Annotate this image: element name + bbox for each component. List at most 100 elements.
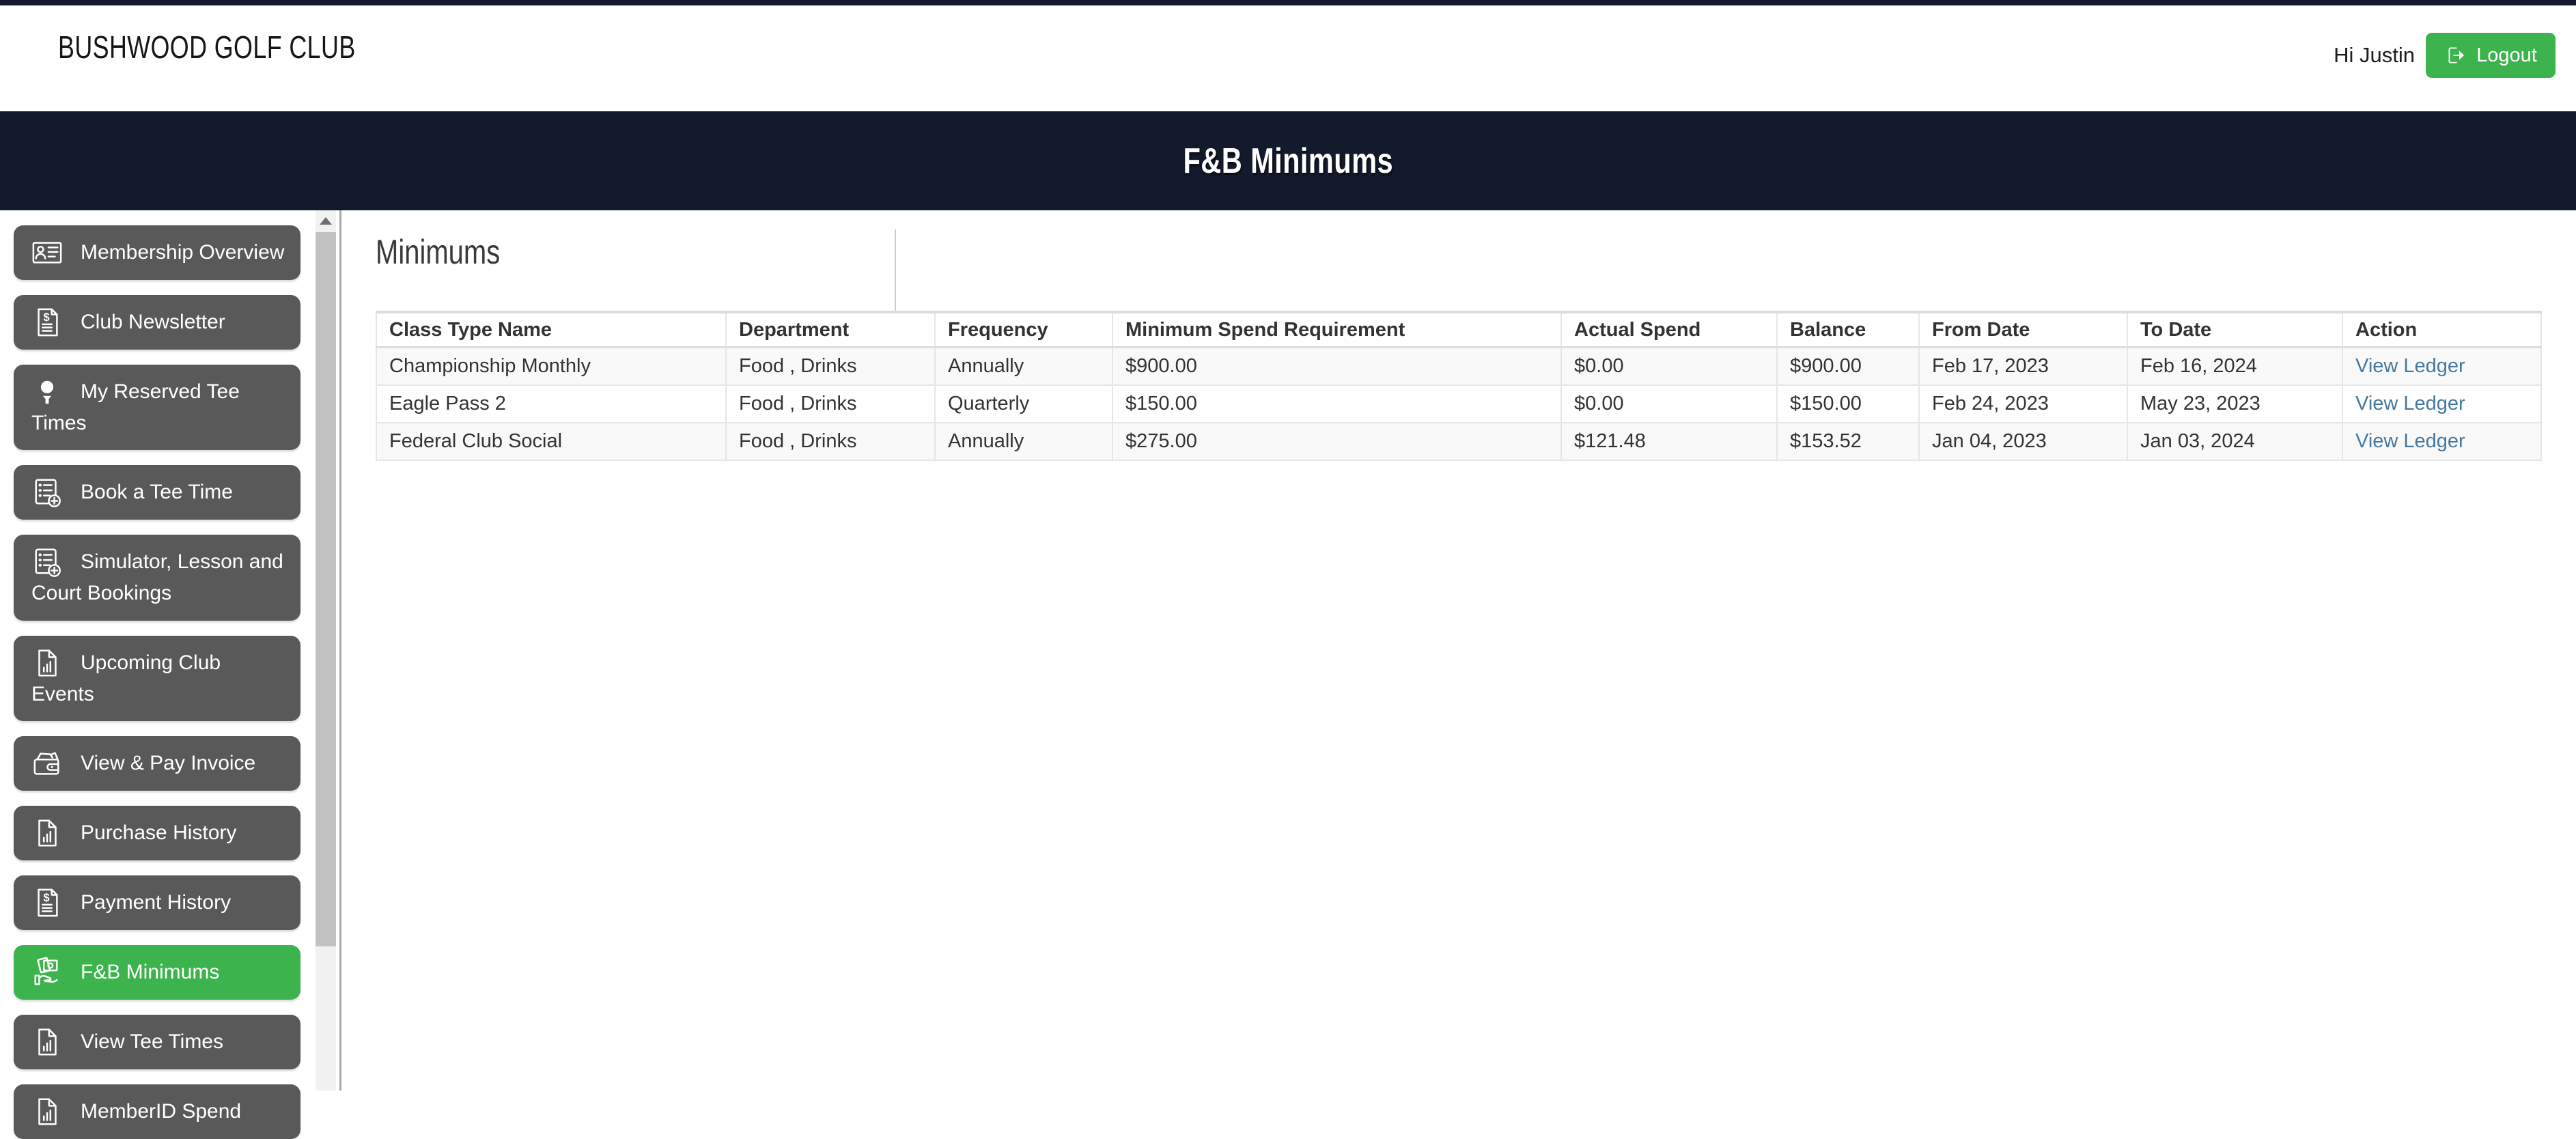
sidebar-item-label: Simulator, Lesson and Court Bookings bbox=[31, 550, 283, 605]
banner-title: F&B Minimums bbox=[1183, 141, 1393, 181]
file-chart-icon bbox=[31, 1096, 63, 1127]
cell-department: Food , Drinks bbox=[725, 422, 936, 461]
cell-from-date: Jan 04, 2023 bbox=[1918, 422, 2128, 461]
content-area: Membership Overview $ Club Newsletter My Re… bbox=[0, 210, 2576, 1139]
golf-tee-icon bbox=[31, 376, 63, 408]
sidebar-scrollbar-track[interactable] bbox=[316, 210, 336, 1091]
sidebar-item-upcoming-club-events[interactable]: Upcoming Club Events bbox=[14, 635, 300, 721]
sidebar-content-divider bbox=[339, 210, 341, 1091]
cell-minimum-spend-requirement: $900.00 bbox=[1112, 346, 1562, 386]
cell-class-type-name: Championship Monthly bbox=[376, 346, 727, 386]
id-card-icon bbox=[31, 237, 63, 268]
sidebar-item-label: MemberID Spend bbox=[81, 1100, 242, 1123]
sidebar-item-membership-overview[interactable]: Membership Overview bbox=[14, 225, 300, 281]
sidebar-item-payment-history[interactable]: $ Payment History bbox=[14, 875, 300, 930]
sidebar-item-view-tee-times[interactable]: View Tee Times bbox=[14, 1015, 300, 1070]
column-header-minimum-spend-requirement: Minimum Spend Requirement bbox=[1112, 311, 1562, 348]
top-header: BUSHWOOD GOLF CLUB Hi Justin Logout bbox=[0, 5, 2576, 111]
cell-action: View Ledger bbox=[2342, 346, 2542, 386]
cell-actual-spend: $121.48 bbox=[1560, 422, 1778, 461]
scrollbar-up-button[interactable] bbox=[316, 210, 336, 231]
column-header-department: Department bbox=[725, 311, 936, 348]
scrollbar-thumb[interactable] bbox=[316, 232, 336, 946]
column-header-frequency: Frequency bbox=[934, 311, 1113, 348]
sidebar-item-my-reserved-tee-times[interactable]: My Reserved Tee Times bbox=[14, 365, 300, 451]
logout-label: Logout bbox=[2476, 44, 2537, 66]
page-banner: F&B Minimums bbox=[0, 111, 2576, 210]
column-header-balance: Balance bbox=[1776, 311, 1920, 348]
sidebar-item-label: F&B Minimums bbox=[81, 961, 220, 984]
cell-from-date: Feb 17, 2023 bbox=[1918, 346, 2128, 386]
user-greeting: Hi Justin bbox=[2334, 43, 2415, 67]
sidebar-item-fandb-minimums[interactable]: F&B Minimums bbox=[14, 944, 300, 1000]
cell-frequency: Quarterly bbox=[934, 384, 1113, 423]
sidebar-nav: Membership Overview $ Club Newsletter My Re… bbox=[14, 225, 300, 1139]
minimums-table: Class Type Name Department Frequency Minimu… bbox=[376, 311, 2542, 461]
cell-from-date: Feb 24, 2023 bbox=[1918, 384, 2128, 423]
sidebar-item-label: Payment History bbox=[81, 890, 232, 914]
column-header-actual-spend: Actual Spend bbox=[1560, 311, 1778, 348]
sidebar-item-label: Membership Overview bbox=[81, 241, 285, 264]
cell-to-date: Feb 16, 2024 bbox=[2127, 346, 2343, 386]
column-header-from-date: From Date bbox=[1918, 311, 2128, 348]
club-brand: BUSHWOOD GOLF CLUB bbox=[58, 29, 356, 65]
view-ledger-link[interactable]: View Ledger bbox=[2355, 393, 2465, 414]
heading-divider bbox=[895, 229, 896, 320]
table-row: Federal Club Social Food , Drinks Annually… bbox=[376, 422, 2542, 461]
svg-text:$: $ bbox=[44, 311, 50, 324]
list-plus-icon bbox=[31, 477, 63, 508]
window-top-strip bbox=[0, 0, 2576, 5]
cell-department: Food , Drinks bbox=[725, 346, 936, 386]
sidebar-item-label: View Tee Times bbox=[81, 1030, 223, 1054]
sidebar-item-label: View & Pay Invoice bbox=[81, 751, 256, 774]
main-content: Minimums Class Type Name Department Freque… bbox=[341, 210, 2576, 1091]
table-row: Eagle Pass 2 Food , Drinks Quarterly $150.0… bbox=[376, 384, 2542, 423]
money-hand-icon bbox=[31, 957, 63, 988]
cell-actual-spend: $0.00 bbox=[1560, 346, 1778, 386]
sidebar-item-purchase-history[interactable]: Purchase History bbox=[14, 805, 300, 860]
cell-action: View Ledger bbox=[2342, 422, 2542, 461]
wallet-icon bbox=[31, 748, 63, 779]
sidebar-item-club-newsletter[interactable]: $ Club Newsletter bbox=[14, 295, 300, 350]
cell-department: Food , Drinks bbox=[725, 384, 936, 423]
cell-class-type-name: Federal Club Social bbox=[376, 422, 727, 461]
cell-to-date: May 23, 2023 bbox=[2127, 384, 2343, 423]
logout-button[interactable]: Logout bbox=[2426, 33, 2556, 78]
cell-class-type-name: Eagle Pass 2 bbox=[376, 384, 727, 423]
sidebar-item-view-and-pay-invoice[interactable]: View & Pay Invoice bbox=[14, 735, 300, 791]
sidebar-item-book-a-tee-time[interactable]: Book a Tee Time bbox=[14, 465, 300, 520]
logout-icon bbox=[2444, 44, 2467, 67]
cell-balance: $153.52 bbox=[1776, 422, 1920, 461]
sidebar-item-memberid-spend[interactable]: MemberID Spend bbox=[14, 1084, 300, 1139]
list-plus-icon bbox=[31, 546, 63, 578]
cell-actual-spend: $0.00 bbox=[1560, 384, 1778, 423]
cell-minimum-spend-requirement: $150.00 bbox=[1112, 384, 1562, 423]
invoice-dollar-icon: $ bbox=[31, 887, 63, 918]
sidebar-item-simulator-lesson-and-court-bookings[interactable]: Simulator, Lesson and Court Bookings bbox=[14, 535, 300, 621]
file-chart-icon bbox=[31, 1026, 63, 1058]
svg-text:$: $ bbox=[44, 892, 50, 904]
sidebar-item-label: Purchase History bbox=[81, 821, 237, 844]
page-title: Minimums bbox=[376, 233, 501, 271]
sidebar-item-label: Upcoming Club Events bbox=[31, 651, 221, 705]
column-header-to-date: To Date bbox=[2127, 311, 2343, 348]
sidebar-item-label: Book a Tee Time bbox=[81, 481, 233, 504]
triangle-up-icon bbox=[320, 216, 332, 225]
cell-frequency: Annually bbox=[934, 422, 1113, 461]
file-chart-icon bbox=[31, 817, 63, 849]
sidebar-item-label: My Reserved Tee Times bbox=[31, 380, 240, 435]
cell-balance: $900.00 bbox=[1776, 346, 1920, 386]
sidebar: Membership Overview $ Club Newsletter My Re… bbox=[0, 210, 341, 1139]
column-header-class-type-name: Class Type Name bbox=[376, 311, 727, 348]
cell-action: View Ledger bbox=[2342, 384, 2542, 423]
cell-balance: $150.00 bbox=[1776, 384, 1920, 423]
table-row: Championship Monthly Food , Drinks Annuall… bbox=[376, 346, 2542, 386]
view-ledger-link[interactable]: View Ledger bbox=[2355, 355, 2465, 377]
cell-frequency: Annually bbox=[934, 346, 1113, 386]
sidebar-item-label: Club Newsletter bbox=[81, 311, 225, 334]
table-header-row: Class Type Name Department Frequency Minimu… bbox=[376, 311, 2542, 348]
file-chart-icon bbox=[31, 647, 63, 679]
cell-to-date: Jan 03, 2024 bbox=[2127, 422, 2343, 461]
column-header-action: Action bbox=[2342, 311, 2542, 348]
view-ledger-link[interactable]: View Ledger bbox=[2355, 430, 2465, 452]
